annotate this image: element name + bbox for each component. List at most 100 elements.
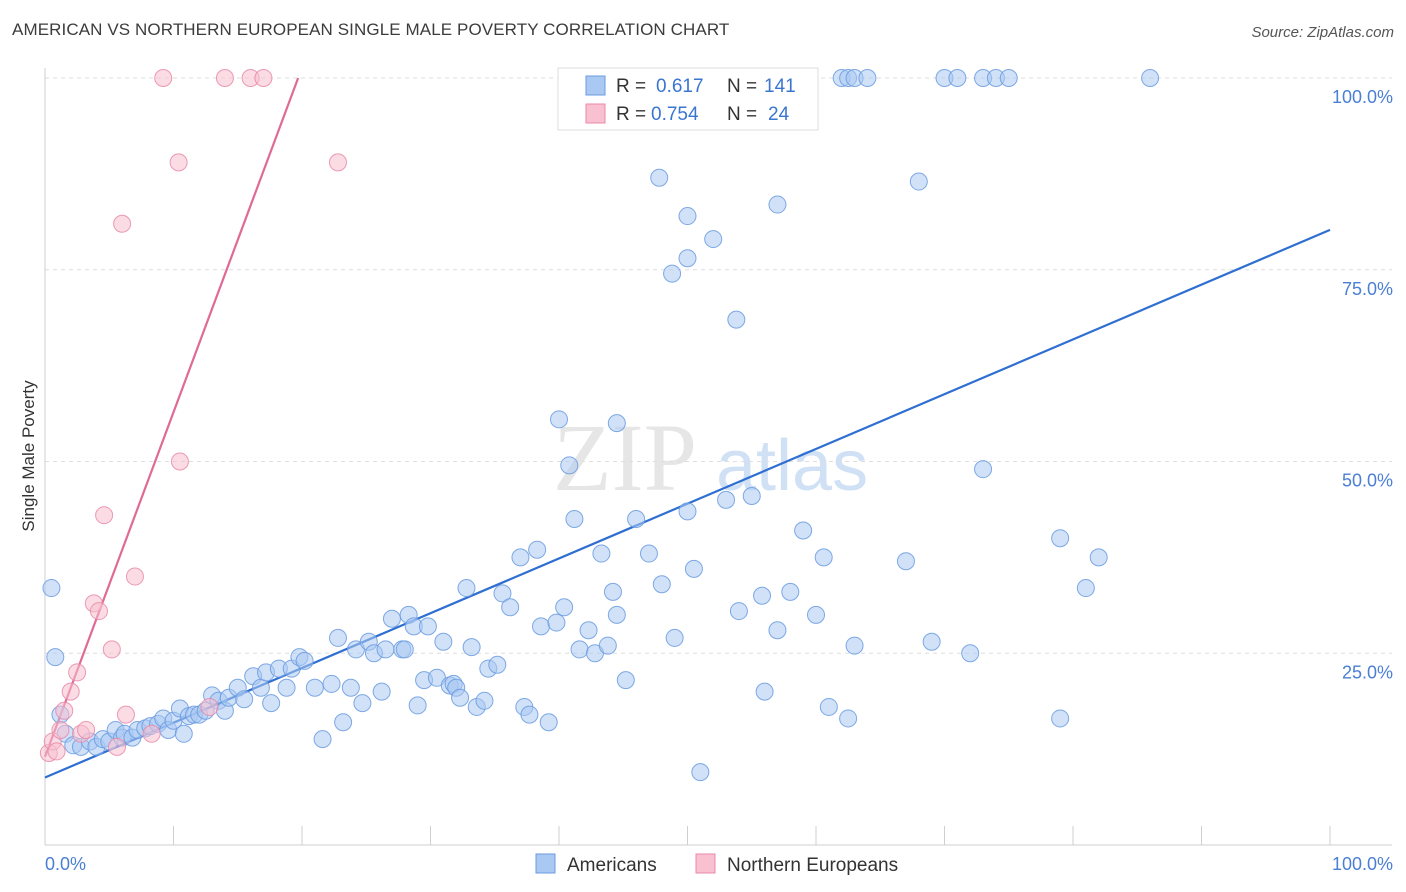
- point-northern-europeans: [170, 452, 189, 471]
- legend-r-value: 0.617: [656, 76, 704, 97]
- tick-labels: 25.0% 50.0% 75.0% 100.0% 0.0% 100.0%: [45, 87, 1393, 874]
- point-americans: [1051, 529, 1070, 548]
- point-northern-europeans: [102, 640, 121, 659]
- point-americans: [372, 682, 391, 701]
- legend-bottom-swatch-americans: [535, 853, 556, 874]
- trendline-northern-europeans: [43, 77, 300, 758]
- point-northern-europeans: [215, 69, 234, 87]
- point-americans: [511, 548, 530, 567]
- point-americans: [684, 559, 703, 578]
- point-americans: [1051, 709, 1070, 728]
- point-americans: [999, 69, 1018, 87]
- point-northern-europeans: [116, 705, 135, 724]
- point-americans: [1089, 548, 1108, 567]
- point-americans: [408, 696, 427, 715]
- point-northern-europeans: [200, 697, 219, 716]
- y-tick-label: 100.0%: [1332, 87, 1393, 107]
- y-tick-label: 75.0%: [1342, 279, 1393, 299]
- legend-r-label: R =: [616, 104, 646, 125]
- point-americans: [807, 605, 825, 624]
- legend-n-label: N =: [727, 104, 757, 125]
- point-americans: [560, 456, 579, 475]
- point-americans: [328, 628, 347, 647]
- point-americans: [488, 655, 507, 674]
- point-americans: [974, 460, 993, 479]
- point-northern-europeans: [77, 720, 96, 739]
- point-americans: [768, 621, 787, 640]
- point-americans: [376, 640, 395, 659]
- point-americans: [313, 730, 332, 749]
- legend-r-label: R =: [616, 76, 646, 97]
- point-northern-europeans: [142, 724, 161, 743]
- point-americans: [665, 628, 684, 647]
- point-americans: [781, 582, 800, 601]
- point-americans: [948, 69, 967, 87]
- point-americans: [755, 682, 774, 701]
- point-americans: [395, 640, 414, 659]
- point-americans: [727, 310, 746, 329]
- point-americans: [652, 575, 671, 594]
- point-americans: [539, 713, 558, 732]
- point-americans: [532, 617, 551, 636]
- legend-swatch-americans: [585, 75, 606, 96]
- point-americans: [607, 605, 626, 624]
- point-northern-europeans: [169, 153, 188, 172]
- point-americans: [550, 410, 568, 429]
- point-americans: [277, 678, 296, 697]
- legend-r-value: 0.754: [651, 104, 699, 125]
- point-americans: [493, 584, 512, 603]
- point-americans: [1076, 579, 1095, 598]
- x-tick-label: 100.0%: [1332, 854, 1393, 874]
- point-americans: [858, 69, 877, 87]
- point-americans: [475, 691, 494, 710]
- legend-swatch-northern-europeans: [585, 103, 606, 124]
- point-americans: [650, 168, 669, 187]
- chart-title: AMERICAN VS NORTHERN EUROPEAN SINGLE MAL…: [12, 20, 730, 39]
- y-tick-label: 50.0%: [1342, 471, 1393, 491]
- point-americans: [570, 640, 589, 659]
- point-northern-europeans: [51, 720, 70, 739]
- point-americans: [603, 582, 622, 601]
- point-americans: [501, 598, 520, 617]
- point-americans: [607, 414, 626, 433]
- point-americans: [451, 688, 470, 707]
- legend-n-value: 141: [764, 76, 796, 97]
- point-northern-europeans: [89, 602, 108, 621]
- point-northern-europeans: [55, 701, 74, 720]
- point-americans: [845, 636, 864, 655]
- point-americans: [462, 638, 481, 657]
- point-americans: [565, 510, 584, 529]
- point-americans: [322, 674, 341, 693]
- point-americans: [555, 598, 574, 617]
- watermark-atlas: atlas: [716, 426, 868, 506]
- point-americans: [382, 609, 401, 628]
- source-label: Source: ZipAtlas.com: [1251, 24, 1394, 41]
- point-americans: [305, 678, 324, 697]
- point-northern-europeans: [154, 69, 173, 87]
- point-americans: [579, 621, 598, 640]
- point-americans: [814, 548, 833, 567]
- point-americans: [627, 510, 646, 529]
- point-americans: [922, 632, 941, 651]
- point-americans: [839, 709, 858, 728]
- point-americans: [691, 763, 710, 782]
- point-americans: [528, 540, 547, 559]
- point-americans: [592, 544, 611, 563]
- data-points: [39, 69, 1160, 782]
- point-americans: [1141, 69, 1160, 87]
- point-northern-europeans: [68, 663, 87, 682]
- point-americans: [909, 172, 928, 191]
- point-northern-europeans: [47, 742, 66, 761]
- legend-bottom-label-northern-europeans: Northern Europeans: [727, 855, 898, 876]
- point-americans: [742, 487, 761, 506]
- point-americans: [235, 690, 254, 709]
- point-americans: [520, 705, 539, 724]
- y-tick-label: 25.0%: [1342, 662, 1393, 682]
- point-americans: [457, 579, 476, 598]
- point-americans: [341, 678, 360, 697]
- point-northern-europeans: [113, 214, 132, 233]
- x-tick-label: 0.0%: [45, 854, 86, 874]
- point-americans: [42, 579, 61, 598]
- point-americans: [704, 230, 723, 249]
